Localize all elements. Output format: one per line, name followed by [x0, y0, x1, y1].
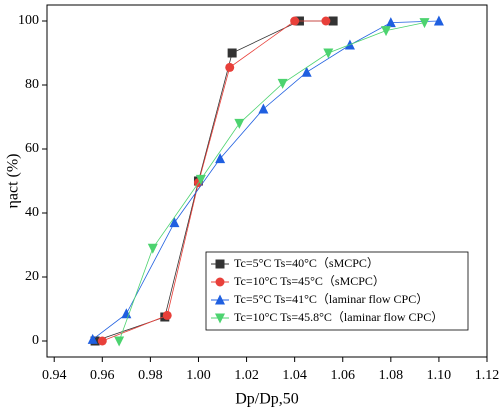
x-tick-label: 0.94 [42, 368, 67, 383]
legend-marker [215, 259, 225, 269]
y-tick-label: 80 [25, 77, 39, 92]
marker [195, 174, 206, 185]
y-tick-label: 40 [25, 205, 39, 220]
marker [162, 310, 172, 320]
marker [225, 62, 235, 72]
marker [234, 118, 245, 129]
marker [433, 15, 444, 26]
marker [147, 243, 158, 254]
marker [290, 16, 300, 26]
series-line [118, 22, 425, 342]
legend-box [205, 251, 469, 331]
x-tick-label: 1.00 [186, 368, 211, 383]
marker [97, 336, 107, 346]
marker [381, 26, 392, 37]
legend-label: Tc=10°C Ts=45.8°C（laminar flow CPC） [234, 310, 443, 324]
marker [114, 336, 125, 347]
marker [227, 48, 237, 58]
x-tick-label: 0.98 [138, 368, 163, 383]
y-tick-label: 60 [25, 141, 39, 156]
legend-label: Tc=5°C Ts=41°C（laminar flow CPC） [234, 292, 428, 306]
marker [215, 153, 226, 164]
x-tick-label: 1.06 [330, 368, 355, 383]
y-tick-label: 20 [25, 269, 39, 284]
x-tick-label: 0.96 [90, 368, 115, 383]
marker [258, 103, 269, 114]
x-tick-label: 1.02 [234, 368, 259, 383]
plot-frame [46, 4, 488, 358]
marker [277, 78, 288, 89]
marker [321, 16, 331, 26]
marker [328, 16, 338, 26]
y-axis-label: ηact (%) [5, 154, 22, 209]
y-tick-label: 0 [32, 333, 39, 348]
x-tick-label: 1.12 [475, 368, 500, 383]
legend-label: Tc=10°C Ts=45°C（sMCPC） [234, 274, 385, 288]
x-tick-label: 1.10 [427, 368, 452, 383]
series-line [102, 20, 326, 342]
marker [301, 66, 312, 77]
y-tick-label: 100 [18, 13, 39, 28]
marker [323, 48, 334, 59]
legend-marker [215, 313, 225, 324]
legend-marker [215, 277, 225, 287]
marker [419, 18, 430, 29]
marker [169, 217, 180, 228]
marker [87, 333, 98, 344]
legend-label: Tc=5°C Ts=40°C（sMCPC） [234, 256, 379, 270]
legend-marker [215, 294, 225, 305]
x-tick-label: 1.04 [282, 368, 307, 383]
x-axis-label: Dp/Dp,50 [235, 391, 299, 408]
marker [121, 308, 132, 319]
x-tick-label: 1.08 [379, 368, 404, 383]
legend: Tc=5°C Ts=40°C（sMCPC） Tc=10°C Ts=45°C（sMC… [205, 251, 469, 331]
marker [385, 17, 396, 28]
